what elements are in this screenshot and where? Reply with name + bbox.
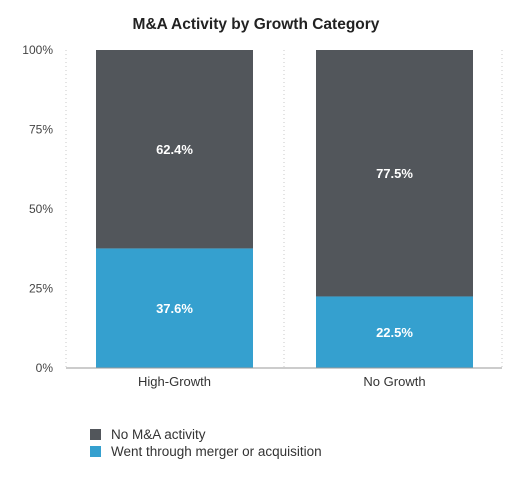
chart-legend: No M&A activity Went through merger or ac… — [90, 426, 322, 460]
x-category-label: No Growth — [363, 374, 425, 389]
legend-swatch — [90, 446, 101, 457]
bar-segment — [316, 50, 473, 297]
data-label: 77.5% — [376, 166, 413, 181]
legend-item: Went through merger or acquisition — [90, 443, 322, 460]
data-label: 37.6% — [156, 301, 193, 316]
x-category-label: High-Growth — [138, 374, 211, 389]
legend-label: No M&A activity — [111, 427, 206, 442]
chart-title: M&A Activity by Growth Category — [132, 16, 380, 33]
legend-label: Went through merger or acquisition — [111, 444, 322, 459]
y-tick-label: 0% — [36, 361, 54, 375]
legend-item: No M&A activity — [90, 426, 322, 443]
legend-swatch — [90, 429, 101, 440]
y-tick-label: 75% — [29, 123, 53, 137]
data-label: 62.4% — [156, 142, 193, 157]
y-tick-label: 100% — [22, 43, 53, 57]
y-tick-label: 25% — [29, 282, 53, 296]
bar-segment — [316, 296, 473, 368]
bar-segment — [96, 248, 253, 368]
y-tick-label: 50% — [29, 202, 53, 216]
data-label: 22.5% — [376, 325, 413, 340]
bar-segment — [96, 50, 253, 249]
